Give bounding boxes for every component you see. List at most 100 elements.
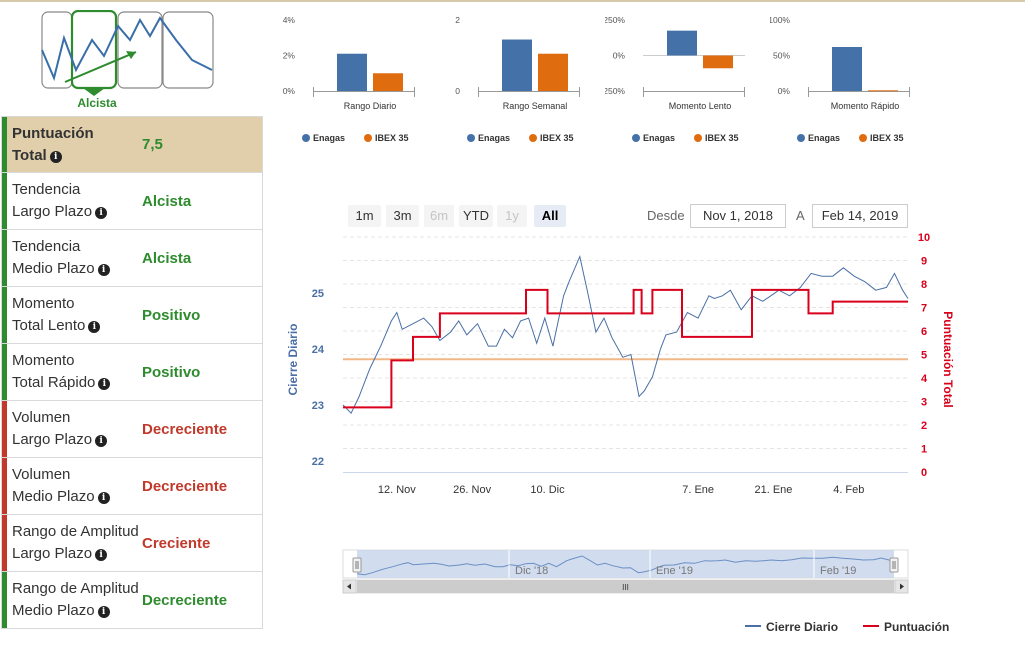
mini-legend-enagas[interactable]: Enagas — [643, 133, 675, 143]
info-icon[interactable]: i — [88, 321, 101, 333]
mini-legend-ibex[interactable]: IBEX 35 — [540, 133, 574, 143]
mini-bar-enagas[interactable] — [832, 46, 862, 91]
y2-tick-label: 2 — [921, 420, 927, 432]
score-label-line1: Tendencia — [12, 238, 81, 255]
navigator-label: Ene '19 — [656, 565, 693, 577]
mini-category-label: Momento Lento — [669, 101, 732, 111]
x-tick-label: 12. Nov — [378, 484, 416, 496]
info-icon[interactable]: i — [97, 492, 110, 504]
mini-legend-enagas[interactable]: Enagas — [313, 133, 345, 143]
legend-dot-enagas — [797, 134, 805, 142]
score-label: Rango de Amplitud Largo Plazo i — [2, 521, 142, 565]
score-value: Positivo — [142, 363, 201, 381]
score-value: 7,5 — [142, 136, 163, 153]
status-bar — [2, 173, 7, 229]
score-series-line[interactable] — [343, 288, 908, 409]
score-label-line1: Puntuación — [12, 124, 94, 142]
info-icon[interactable]: i — [95, 207, 108, 219]
mini-legend-ibex[interactable]: IBEX 35 — [375, 133, 409, 143]
score-label: Rango de Amplitud Medio Plazo i — [2, 578, 142, 622]
mini-tick-label: 50% — [773, 51, 790, 61]
mini-bar-ibex[interactable] — [373, 73, 403, 91]
y2-tick-label: 8 — [921, 279, 927, 291]
mini-legend-ibex[interactable]: IBEX 35 — [870, 133, 904, 143]
legend-item-score[interactable]: Puntuación — [863, 620, 949, 634]
navigator-series — [356, 555, 895, 576]
range-button-6m[interactable]: 6m — [424, 205, 454, 227]
navigator-label: Feb '19 — [820, 565, 856, 577]
mini-legend-ibex[interactable]: IBEX 35 — [705, 133, 739, 143]
scrollbar-grip-icon: III — [622, 583, 629, 592]
mini-bar-chart: −250% 0% 250% Momento Lento Enagas IBEX 35 — [605, 8, 770, 148]
score-label-line2: Total Lento — [12, 317, 86, 334]
mini-tick-label: 4% — [283, 15, 296, 25]
scrollbar-thumb[interactable] — [357, 580, 894, 593]
score-label-line2: Largo Plazo — [12, 431, 93, 448]
score-table: Puntuación Total i 7,5 Tendencia Largo Plazo i… — [1, 116, 263, 629]
score-row-total: Puntuación Total i 7,5 — [1, 116, 263, 173]
score-label-line1: Momento — [12, 295, 75, 312]
y-tick-label: 25 — [312, 288, 324, 300]
mini-bar-ibex[interactable] — [538, 53, 568, 91]
mini-bar-ibex[interactable] — [868, 90, 898, 92]
range-button-3m[interactable]: 3m — [386, 205, 419, 227]
navigator-left-handle[interactable] — [352, 557, 362, 573]
score-label-line1: Tendencia — [12, 181, 81, 198]
to-date-input[interactable]: Feb 14, 2019 — [812, 204, 908, 228]
mini-bar-enagas[interactable] — [502, 39, 532, 91]
y2-tick-label: 5 — [921, 350, 927, 362]
mini-bar-ibex[interactable] — [703, 55, 733, 69]
info-icon[interactable]: i — [49, 150, 62, 163]
x-tick-label: 21. Ene — [755, 484, 793, 496]
legend-dot-enagas — [467, 134, 475, 142]
y-axis-title: Cierre Diario — [286, 323, 300, 395]
status-bar — [2, 117, 7, 172]
info-icon[interactable]: i — [98, 378, 111, 390]
mini-bar-chart: 0 2 Rango Semanal Enagas IBEX 35 — [440, 8, 605, 148]
from-date-input[interactable]: Nov 1, 2018 — [690, 204, 786, 228]
legend-dot-ibex — [694, 134, 702, 142]
status-bar — [2, 515, 7, 571]
legend-item-close[interactable]: Cierre Diario — [745, 620, 838, 634]
mini-bar-enagas[interactable] — [337, 53, 367, 91]
score-label: Puntuación Total i — [2, 123, 142, 167]
x-tick-label: 10. Dic — [530, 484, 565, 496]
navigator-label: Dic '18 — [515, 565, 548, 577]
range-button-ytd[interactable]: YTD — [459, 205, 493, 227]
y2-tick-label: 4 — [921, 373, 928, 385]
info-icon[interactable]: i — [95, 435, 108, 447]
score-row: Tendencia Largo Plazo i Alcista — [1, 173, 263, 230]
status-bar — [2, 458, 7, 514]
legend-score-label: Puntuación — [884, 620, 950, 634]
status-bar — [2, 230, 7, 286]
mini-tick-label: 0 — [455, 86, 460, 96]
to-label: A — [796, 208, 805, 223]
range-button-all[interactable]: All — [534, 205, 566, 227]
legend-close-label: Cierre Diario — [766, 620, 839, 634]
close-series-line[interactable] — [342, 254, 909, 415]
mini-legend-enagas[interactable]: Enagas — [478, 133, 510, 143]
info-icon[interactable]: i — [97, 264, 110, 276]
score-row: Volumen Medio Plazo i Decreciente — [1, 458, 263, 515]
mini-legend-enagas[interactable]: Enagas — [808, 133, 840, 143]
mini-tick-label: −250% — [605, 86, 625, 96]
navigator-selection[interactable] — [357, 550, 894, 578]
range-button-1m[interactable]: 1m — [348, 205, 381, 227]
range-button-1y[interactable]: 1y — [497, 205, 527, 227]
legend-dot-ibex — [364, 134, 372, 142]
mini-bar-enagas[interactable] — [667, 30, 697, 56]
info-icon[interactable]: i — [95, 549, 108, 561]
mini-tick-label: 0% — [613, 51, 626, 61]
legend-dot-enagas — [302, 134, 310, 142]
y-tick-label: 22 — [312, 456, 324, 468]
navigator-right-handle[interactable] — [889, 557, 899, 573]
score-row: Momento Total Rápido i Positivo — [1, 344, 263, 401]
score-value: Decreciente — [142, 591, 228, 609]
score-label: Momento Total Rápido i — [2, 350, 142, 394]
info-icon[interactable]: i — [97, 606, 110, 618]
y2-tick-label: 6 — [921, 326, 927, 338]
mini-tick-label: 250% — [605, 15, 625, 25]
score-row: Tendencia Medio Plazo i Alcista — [1, 230, 263, 287]
mini-category-label: Rango Semanal — [503, 101, 568, 111]
